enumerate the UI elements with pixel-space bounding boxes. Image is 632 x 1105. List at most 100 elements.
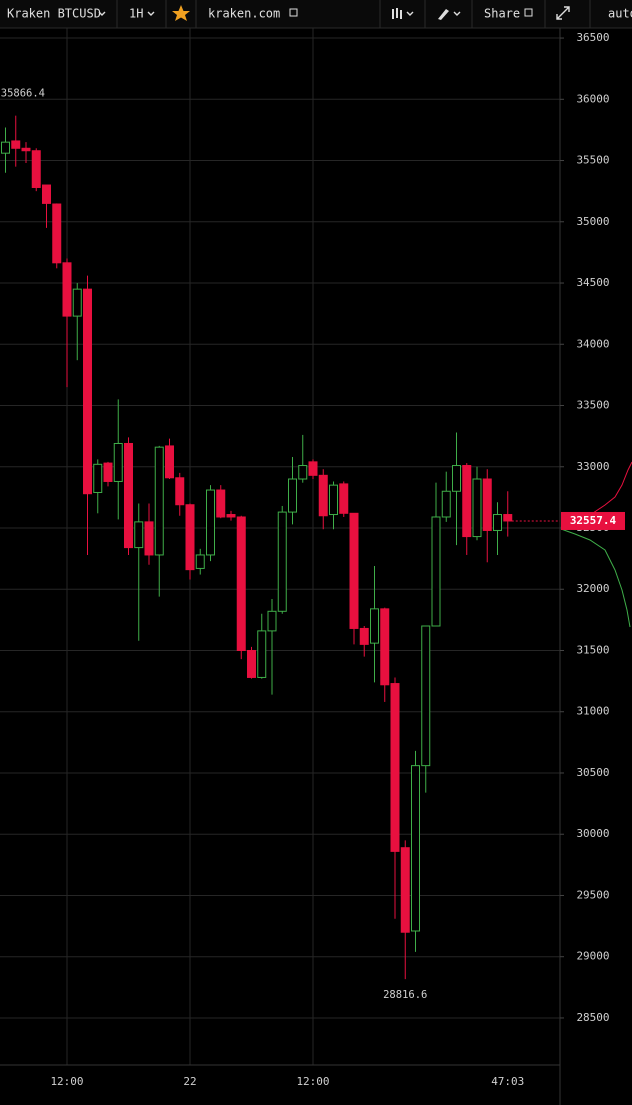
y-tick-label: 36500 bbox=[576, 31, 609, 44]
scale-mode[interactable]: auto bbox=[608, 7, 632, 21]
y-tick-label: 33500 bbox=[576, 399, 609, 412]
candle-body bbox=[62, 262, 72, 317]
candle-body bbox=[462, 465, 472, 538]
candle-body bbox=[359, 627, 369, 645]
chart-style-button[interactable] bbox=[392, 8, 414, 19]
candle-body bbox=[503, 514, 513, 522]
candle-body bbox=[93, 463, 103, 493]
candle-body bbox=[31, 150, 41, 188]
low-label: 28816.6 bbox=[383, 989, 427, 1001]
plot bbox=[1, 115, 513, 980]
link-icon bbox=[289, 8, 298, 17]
fullscreen-button[interactable] bbox=[556, 6, 570, 20]
y-tick-label: 30500 bbox=[576, 766, 609, 779]
candle-body bbox=[134, 521, 144, 549]
candle-body bbox=[52, 203, 62, 264]
candle-body bbox=[21, 147, 31, 152]
y-tick-label: 29500 bbox=[576, 888, 609, 901]
x-tick-label: 12:00 bbox=[50, 1075, 83, 1088]
interval: 1H bbox=[129, 7, 143, 21]
high-label: 35866.4 bbox=[1, 88, 45, 100]
last-price-label: 32557.4 bbox=[570, 514, 617, 527]
toolbar: Kraken BTCUSD 1H kraken.com Share bbox=[0, 0, 632, 29]
candle-body bbox=[206, 489, 215, 556]
candle-body bbox=[400, 847, 410, 933]
candles-icon bbox=[392, 8, 402, 19]
candle-body bbox=[113, 442, 123, 482]
candle-body bbox=[441, 490, 451, 518]
y-tick-label: 31500 bbox=[576, 643, 609, 656]
y-tick-label: 33000 bbox=[576, 460, 609, 473]
candle-body bbox=[236, 516, 246, 651]
candle-body bbox=[72, 288, 82, 317]
chevron bbox=[98, 11, 106, 16]
candle-body bbox=[144, 521, 154, 556]
toolbar-bg bbox=[0, 0, 632, 28]
candle-body bbox=[175, 477, 185, 506]
candle-body bbox=[277, 511, 287, 612]
y-tick-label: 32000 bbox=[576, 582, 609, 595]
chevron bbox=[147, 11, 155, 16]
symbol: Kraken BTCUSD bbox=[7, 7, 101, 21]
candle-body bbox=[431, 516, 441, 627]
candle-body bbox=[298, 465, 308, 480]
y-tick-label: 30000 bbox=[576, 827, 609, 840]
candle-body bbox=[339, 483, 349, 514]
candle-body bbox=[1, 141, 10, 154]
candle-body bbox=[103, 462, 113, 482]
source: kraken.com bbox=[208, 7, 280, 21]
candle-body bbox=[195, 554, 205, 569]
candle-body bbox=[226, 514, 236, 518]
candle-body bbox=[370, 608, 379, 644]
candle-body bbox=[165, 445, 174, 479]
candle-body bbox=[493, 514, 502, 531]
y-tick-label: 35500 bbox=[576, 154, 609, 167]
x-tick-label: 47:03 bbox=[491, 1075, 524, 1088]
y-tick-label: 31000 bbox=[576, 705, 609, 718]
draw-button[interactable] bbox=[438, 9, 461, 20]
candle-body bbox=[83, 288, 92, 495]
x-tick-label: 12:00 bbox=[296, 1075, 329, 1088]
y-tick-label: 28500 bbox=[576, 1011, 609, 1024]
chevron bbox=[453, 11, 461, 16]
x-tick-label: 22 bbox=[183, 1075, 196, 1088]
candle-body bbox=[380, 608, 390, 686]
candle-body bbox=[390, 683, 400, 852]
candle-body bbox=[472, 478, 482, 538]
y-tick-label: 34000 bbox=[576, 337, 609, 350]
chevron bbox=[406, 11, 414, 16]
source-link[interactable]: kraken.com bbox=[208, 7, 298, 21]
candle-body bbox=[154, 446, 164, 556]
candle-body bbox=[452, 465, 461, 492]
candle-body bbox=[267, 610, 277, 632]
candle-body bbox=[185, 504, 195, 571]
candle-body bbox=[42, 184, 51, 204]
grid bbox=[0, 28, 560, 1065]
candle-body bbox=[329, 484, 338, 516]
y-tick-label: 34500 bbox=[576, 276, 609, 289]
share-icon bbox=[524, 8, 533, 17]
candle-body bbox=[247, 649, 256, 678]
candle-body bbox=[421, 625, 431, 767]
symbol-button[interactable]: Kraken BTCUSD bbox=[7, 7, 106, 21]
candle-body bbox=[11, 140, 21, 149]
y-tick-label: 29000 bbox=[576, 950, 609, 963]
candle-body bbox=[308, 461, 318, 476]
y-tick-label: 36000 bbox=[576, 92, 609, 105]
interval-button[interactable]: 1H bbox=[129, 7, 155, 21]
candle-body bbox=[349, 512, 359, 629]
depth-bid-curve bbox=[560, 528, 631, 628]
share: Share bbox=[484, 7, 520, 21]
candle-body bbox=[288, 478, 297, 513]
y-tick-label: 35000 bbox=[576, 215, 609, 228]
share-button[interactable]: Share bbox=[484, 7, 533, 21]
candle-body bbox=[318, 474, 328, 517]
last-price-box bbox=[561, 511, 625, 530]
candle-body bbox=[482, 478, 492, 531]
favorite-star[interactable] bbox=[172, 5, 190, 21]
candle-body bbox=[216, 489, 226, 518]
candle-body bbox=[257, 630, 267, 678]
